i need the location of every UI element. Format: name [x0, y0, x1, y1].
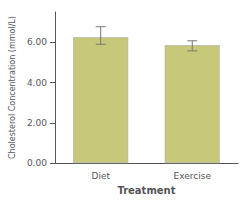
svg-text:Cholesterol Concentration (mmo: Cholesterol Concentration (mmol/L) [8, 16, 17, 159]
svg-text:0.00: 0.00 [27, 158, 47, 168]
svg-text:Exercise: Exercise [174, 171, 212, 181]
svg-text:Treatment: Treatment [117, 185, 175, 196]
svg-text:2.00: 2.00 [27, 118, 47, 128]
svg-text:4.00: 4.00 [27, 78, 47, 88]
svg-text:Diet: Diet [91, 171, 110, 181]
svg-text:6.00: 6.00 [27, 37, 47, 47]
